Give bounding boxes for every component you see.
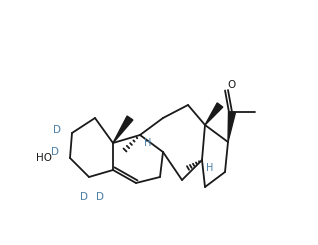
Text: O: O	[228, 80, 236, 90]
Text: HO: HO	[36, 153, 52, 163]
Text: H: H	[144, 138, 152, 148]
Text: H: H	[206, 163, 214, 173]
Polygon shape	[228, 111, 235, 142]
Text: D: D	[80, 192, 88, 202]
Polygon shape	[205, 103, 223, 125]
Polygon shape	[113, 116, 133, 143]
Text: D: D	[96, 192, 104, 202]
Text: D: D	[51, 147, 59, 157]
Text: D: D	[53, 125, 61, 135]
